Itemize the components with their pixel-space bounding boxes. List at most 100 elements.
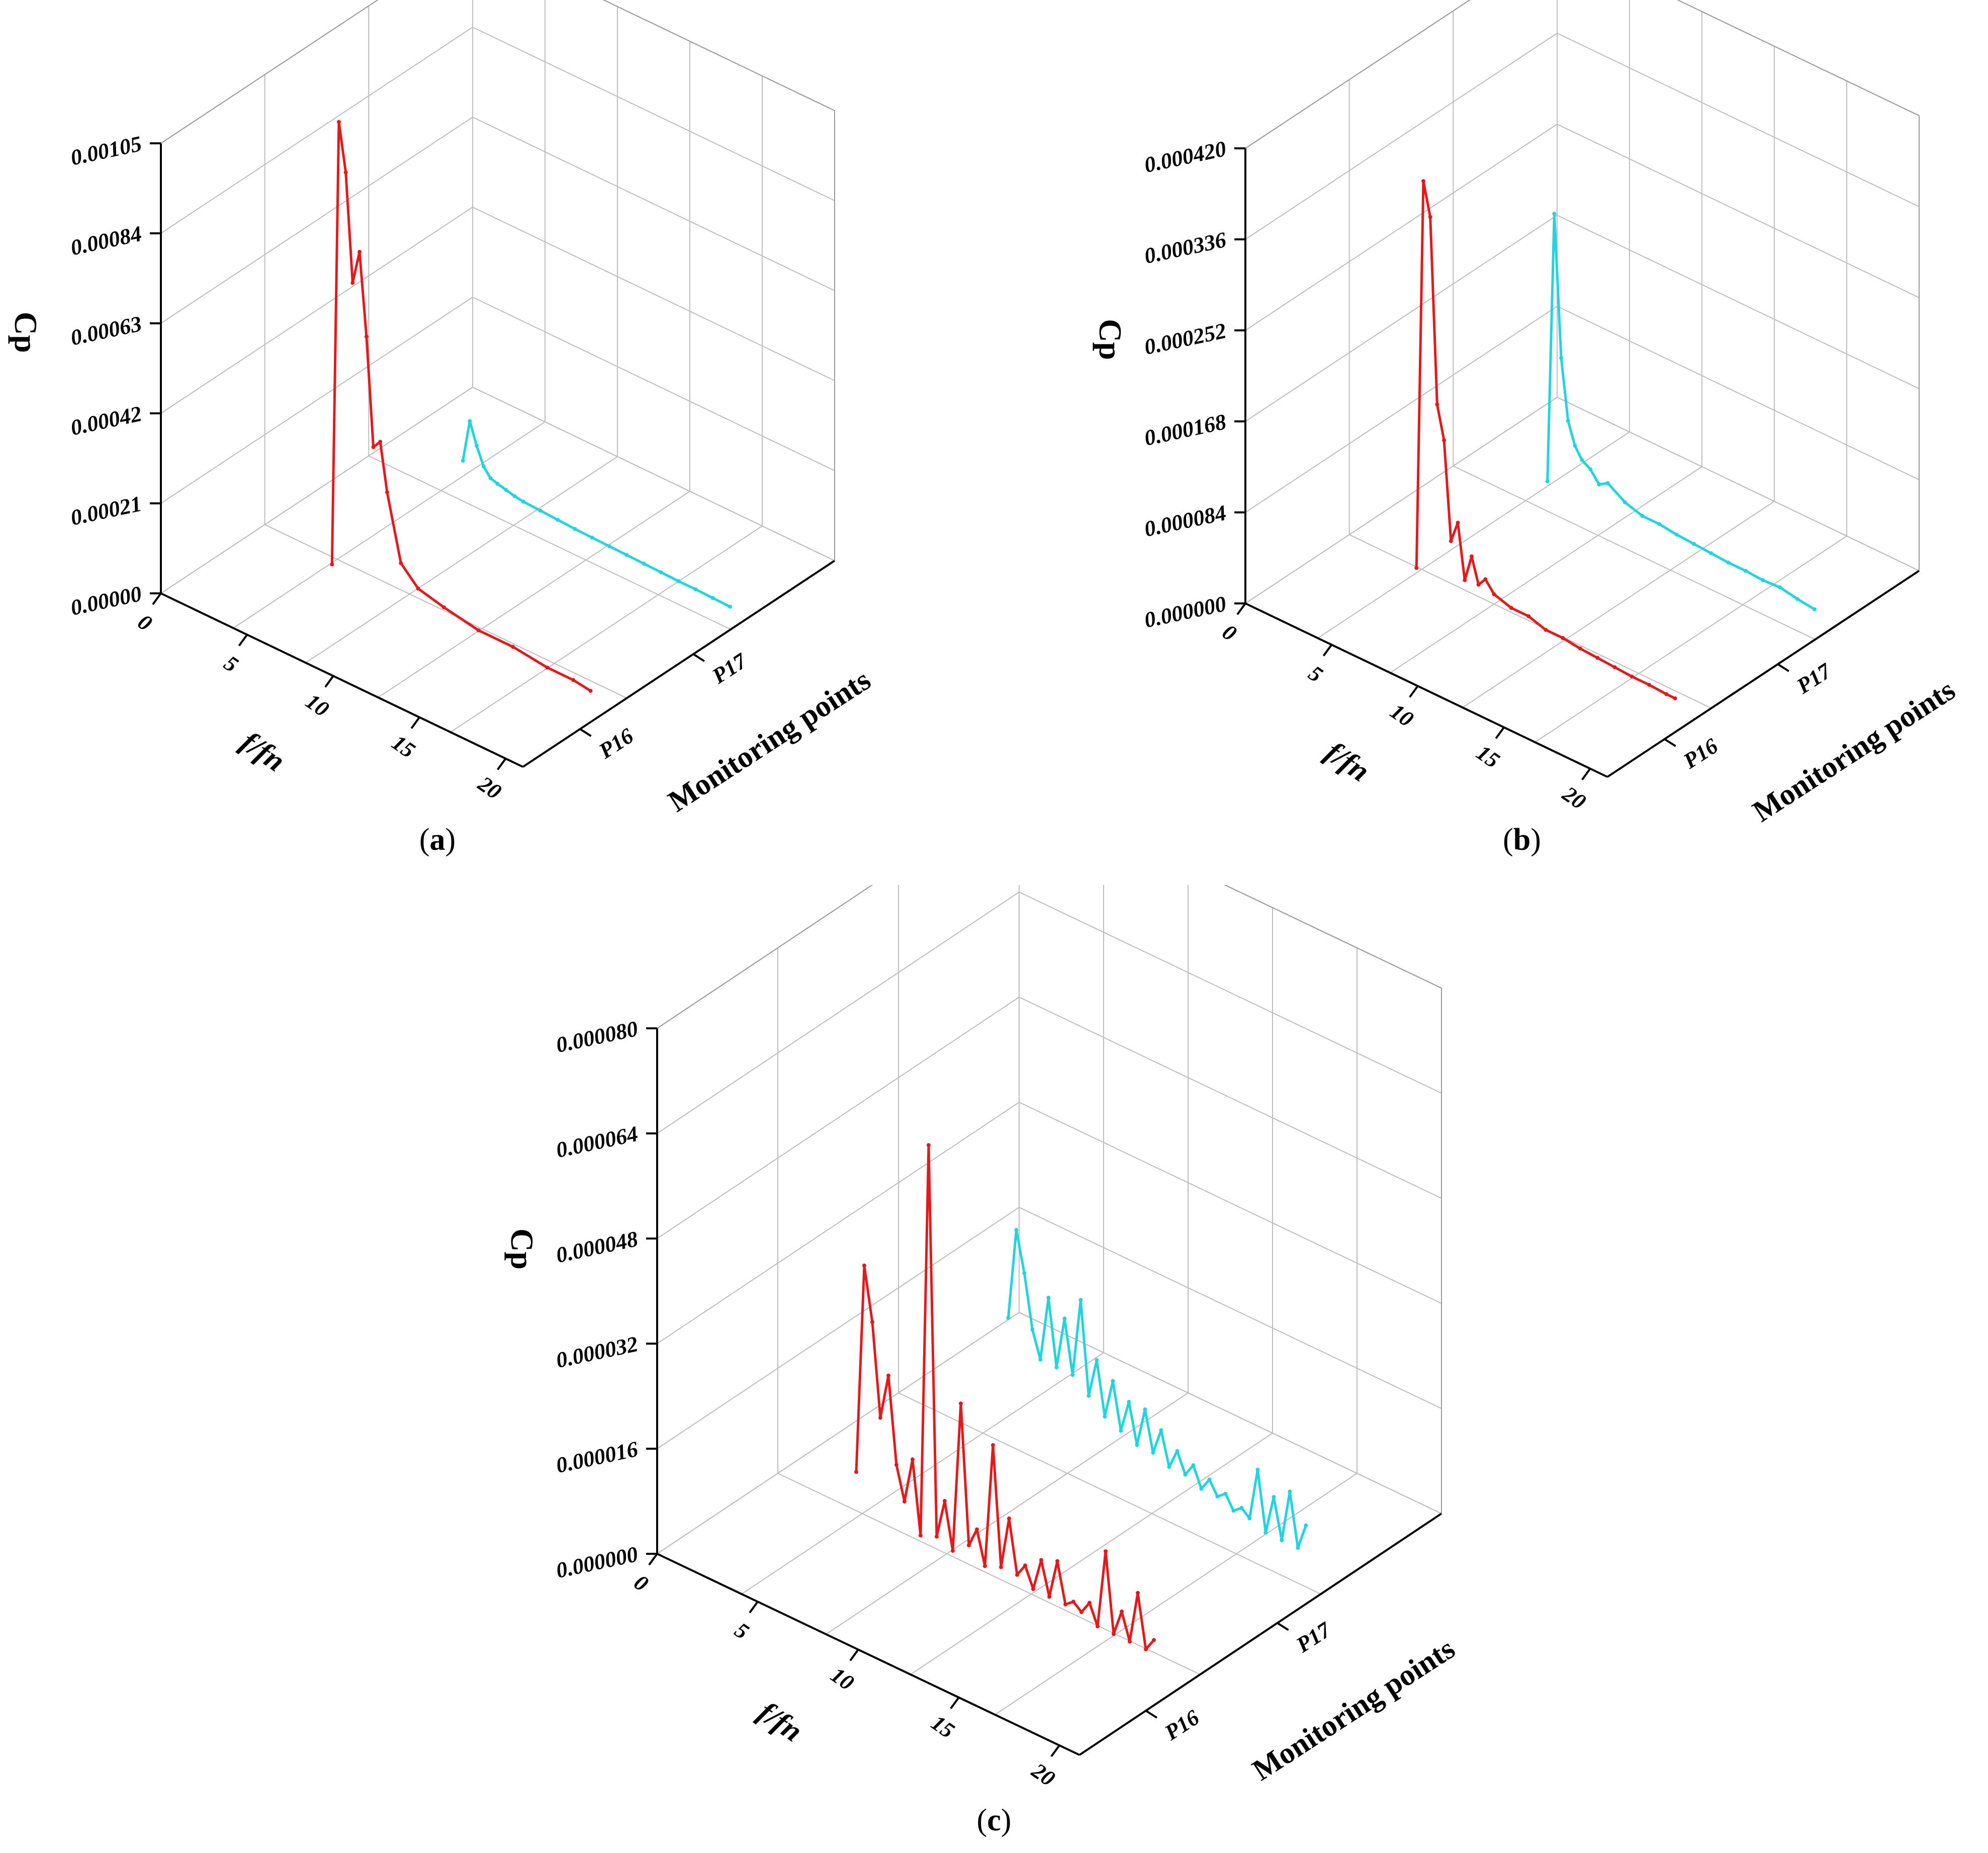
data-point-p17 xyxy=(1580,458,1584,462)
data-point-p17 xyxy=(1545,479,1550,484)
x-tick-label: 0 xyxy=(1218,620,1241,646)
y-tick-label: 0.00000 xyxy=(68,581,144,621)
data-point-p16 xyxy=(476,628,481,633)
data-point-p16 xyxy=(1483,577,1488,581)
data-point-p17 xyxy=(1119,1429,1123,1433)
back-wall-grid xyxy=(1676,0,1920,116)
data-point-p17 xyxy=(481,464,486,469)
left-wall-grid xyxy=(160,297,473,504)
data-point-p17 xyxy=(1255,1467,1260,1472)
back-wall-grid xyxy=(1019,892,1442,1094)
y-tick-label: 0.000420 xyxy=(1142,136,1228,178)
data-point-p16 xyxy=(999,1565,1003,1569)
data-point-p16 xyxy=(983,1564,987,1568)
back-wall-grid xyxy=(1019,997,1442,1199)
panel-b-chart: 0.000000 0.000084 0.000168 0.000252 0.000336… xyxy=(1093,0,1961,857)
data-point-p17 xyxy=(1143,1407,1147,1411)
x-tick-label: 0 xyxy=(629,1570,653,1597)
data-point-p17 xyxy=(1103,1415,1107,1419)
panel-caption: (b) xyxy=(1503,823,1541,857)
data-point-p17 xyxy=(1087,1393,1091,1398)
data-point-p16 xyxy=(1509,606,1513,610)
z-axis-label: Monitoring points xyxy=(662,663,876,818)
x-tick xyxy=(1236,602,1246,615)
data-point-p17 xyxy=(1159,1428,1163,1433)
x-tick xyxy=(324,675,334,688)
y-axis-label: Cp xyxy=(8,312,44,353)
data-point-p16 xyxy=(1664,692,1669,696)
data-point-p17 xyxy=(693,587,698,591)
x-tick-label: 0 xyxy=(133,609,156,636)
floor-grid-z xyxy=(1349,534,1712,709)
data-point-p16 xyxy=(975,1527,979,1532)
data-point-p17 xyxy=(1280,1538,1284,1542)
data-point-p17 xyxy=(1304,1523,1308,1528)
data-point-p17 xyxy=(1288,1489,1292,1494)
y-tick-label: 0.00021 xyxy=(68,491,144,531)
data-point-p17 xyxy=(676,579,681,583)
data-point-p16 xyxy=(588,688,593,693)
floor-grid-x xyxy=(378,491,690,698)
data-point-p16 xyxy=(1456,520,1460,525)
data-point-p17 xyxy=(1263,1530,1268,1535)
data-point-p17 xyxy=(710,596,715,600)
left-wall-grid xyxy=(160,27,473,234)
panel-caption: (a) xyxy=(419,823,456,857)
y-tick-label: 0.00084 xyxy=(68,221,144,260)
y-tick-label: 0.000000 xyxy=(1142,591,1228,633)
x-tick xyxy=(648,1553,658,1566)
data-point-p16 xyxy=(416,586,420,591)
left-wall-grid xyxy=(657,997,1020,1239)
caption-paren-close: ) xyxy=(1001,1803,1012,1837)
data-point-p17 xyxy=(1199,1486,1204,1491)
data-point-p17 xyxy=(573,526,577,531)
data-point-p17 xyxy=(1070,1373,1075,1377)
frame-outline xyxy=(657,885,1442,1514)
data-point-p16 xyxy=(854,1470,858,1474)
series-line-p16 xyxy=(330,121,591,692)
x-axis-label: f/fn xyxy=(1320,735,1376,788)
data-point-p16 xyxy=(1047,1595,1051,1599)
x-axis-line xyxy=(1245,602,1608,778)
caption-letter: a xyxy=(430,823,445,857)
data-point-p16 xyxy=(1470,554,1474,559)
data-point-p17 xyxy=(1566,418,1570,423)
data-point-p17 xyxy=(1062,1316,1067,1321)
back-wall-grid xyxy=(1019,1312,1442,1514)
y-tick-label: 0.000032 xyxy=(554,1332,640,1373)
data-point-p17 xyxy=(1795,597,1799,601)
data-point-p17 xyxy=(1588,467,1593,472)
data-point-p16 xyxy=(1088,1601,1092,1605)
data-point-p17 xyxy=(504,488,508,492)
data-point-p16 xyxy=(886,1373,890,1378)
data-point-p16 xyxy=(1630,674,1634,679)
data-point-p16 xyxy=(545,665,550,670)
data-point-p16 xyxy=(371,445,376,450)
y-tick-label: 0.000252 xyxy=(1142,318,1228,360)
data-point-p16 xyxy=(1526,614,1531,619)
data-point-p17 xyxy=(1191,1463,1196,1467)
data-point-p16 xyxy=(1096,1624,1100,1629)
data-point-p17 xyxy=(642,562,646,566)
left-wall-grid xyxy=(657,1312,1020,1554)
data-point-p16 xyxy=(1039,1558,1043,1562)
z-tick-label: P16 xyxy=(594,724,638,764)
data-point-p17 xyxy=(1296,1546,1300,1550)
back-wall-grid xyxy=(1019,1102,1442,1304)
data-point-p16 xyxy=(1136,1591,1140,1595)
floor-grid-z xyxy=(898,1392,1321,1595)
frame-outline xyxy=(1245,0,1920,571)
x-tick-label: 15 xyxy=(388,730,420,763)
data-point-p17 xyxy=(624,553,629,557)
data-point-p17 xyxy=(1597,482,1601,487)
x-tick xyxy=(1322,644,1333,657)
y-tick-label: 0.000064 xyxy=(554,1121,640,1163)
x-tick xyxy=(1581,768,1591,780)
x-tick-label: 20 xyxy=(1558,781,1590,814)
data-point-p16 xyxy=(1007,1516,1011,1521)
x-axis-line xyxy=(160,592,523,768)
data-point-p16 xyxy=(1442,438,1447,443)
x-tick-label: 10 xyxy=(1386,699,1418,732)
data-point-p17 xyxy=(1215,1494,1220,1498)
